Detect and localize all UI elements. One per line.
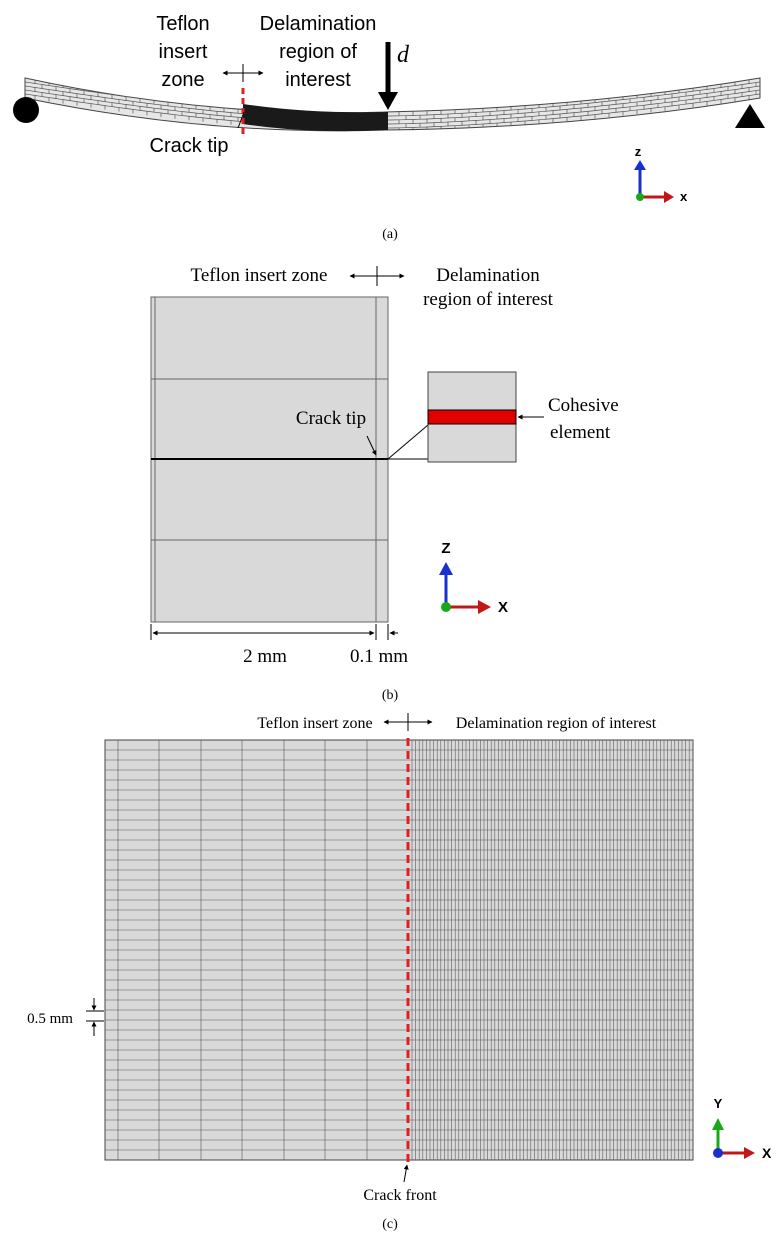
dim-01mm: 0.1 mm [350, 646, 408, 667]
label-teflon-3: zone [161, 69, 204, 91]
axis-triad-a: z x [634, 144, 688, 204]
caption-b: (b) [382, 688, 399, 703]
caption-c: (c) [382, 1217, 398, 1232]
label-delam-b-1: Delamination [436, 265, 540, 286]
label-crack-tip-b: Crack tip [296, 408, 366, 429]
label-delam-3: interest [285, 69, 351, 91]
deformed-beam-mesh [24, 77, 761, 132]
caption-a: (a) [382, 227, 398, 242]
label-cohesive-1: Cohesive [548, 395, 619, 416]
dim-2mm: 2 mm [243, 646, 287, 667]
axis-x-a: x [680, 189, 688, 204]
roller-support [13, 97, 39, 123]
panel-c: Teflon insert zone Delamination region o… [27, 713, 772, 1232]
label-delam-2: region of [279, 41, 357, 63]
label-delam-b-2: region of interest [423, 289, 554, 310]
panel-a: Teflon insert zone Delamination region o… [13, 13, 765, 242]
crack-tip-pointer [237, 111, 245, 129]
label-teflon-1: Teflon [156, 13, 209, 35]
label-crack-tip-a: Crack tip [150, 135, 229, 157]
panel-b: Teflon insert zone Delamination region o… [150, 265, 619, 703]
label-cohesive-2: element [550, 422, 611, 443]
axis-z-a: z [635, 144, 642, 159]
label-teflon-c: Teflon insert zone [257, 715, 372, 732]
axis-y-c: Y [714, 1096, 723, 1111]
label-d: d [397, 42, 410, 68]
label-teflon-2: insert [159, 41, 208, 63]
axis-x-c: X [762, 1145, 772, 1161]
label-delam-c: Delamination region of interest [456, 715, 657, 732]
dense-mesh-region [243, 104, 388, 132]
load-arrow-head [378, 92, 398, 110]
cohesive-element [427, 409, 517, 425]
axis-triad-c: Y X [712, 1096, 772, 1161]
axis-triad-b: Z X [439, 540, 508, 616]
label-delam-1: Delamination [260, 13, 377, 35]
planar-mesh [104, 739, 694, 1161]
axis-x-b: X [498, 599, 508, 616]
label-teflon-b: Teflon insert zone [191, 265, 328, 286]
label-crack-front: Crack front [363, 1187, 437, 1204]
dim-05mm: 0.5 mm [27, 1011, 73, 1027]
pin-support [735, 104, 765, 128]
axis-z-b: Z [441, 540, 450, 557]
